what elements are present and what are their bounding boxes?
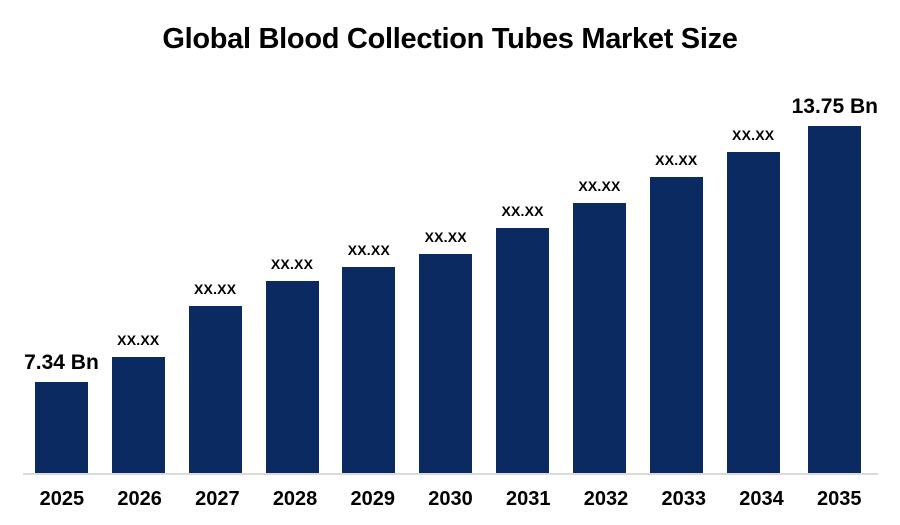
bar [111, 357, 165, 473]
x-axis-label: 2035 [816, 488, 862, 510]
bar-column: 13.75 Bn [792, 80, 878, 473]
chart-title: Global Blood Collection Tubes Market Siz… [162, 23, 738, 55]
x-axis-label: 2025 [39, 488, 85, 510]
bar-column: XX.XX [561, 80, 638, 473]
bar-column: XX.XX [407, 80, 484, 473]
bar-value-label: XX.XX [194, 281, 237, 297]
x-axis-line [23, 473, 878, 475]
bar [808, 126, 862, 473]
bar [265, 281, 319, 473]
bar-value-label: XX.XX [347, 242, 390, 258]
bar [34, 382, 88, 473]
x-axis-label: 2029 [350, 488, 396, 510]
bar [649, 177, 703, 473]
bar-value-label: 13.75 Bn [791, 95, 878, 118]
bar-column: XX.XX [330, 80, 407, 473]
x-axis-label: 2028 [272, 488, 318, 510]
x-axis-label: 2030 [428, 488, 473, 510]
bar-value-label: XX.XX [424, 229, 467, 245]
bar-value-label: 7.34 Bn [24, 351, 99, 374]
plot-wrap: 7.34 Bn XX.XX XX.XX XX.XX XX.XX XX.XX XX.XX XX.… [23, 80, 878, 511]
bar-value-label: XX.XX [117, 332, 160, 348]
plot-area: 7.34 Bn XX.XX XX.XX XX.XX XX.XX XX.XX XX.XX XX.… [23, 80, 878, 473]
bar-column: XX.XX [484, 80, 561, 473]
bar-value-label: XX.XX [578, 178, 621, 194]
x-axis-label: 2027 [195, 488, 240, 510]
bar-value-label: XX.XX [732, 127, 775, 143]
bar-value-label: XX.XX [655, 152, 698, 168]
x-axis-label: 2034 [739, 488, 784, 510]
bar-value-label: XX.XX [501, 203, 544, 219]
bar [419, 254, 473, 473]
bar-column: XX.XX [638, 80, 715, 473]
bar [726, 152, 780, 473]
bar-column: XX.XX [177, 80, 254, 473]
bar-column: 7.34 Bn [23, 80, 100, 473]
x-axis-label: 2031 [506, 488, 551, 510]
bar-column: XX.XX [254, 80, 331, 473]
bar-column: XX.XX [100, 80, 177, 473]
bar [496, 228, 550, 473]
x-axis-label: 2033 [661, 488, 706, 510]
bar [342, 267, 396, 473]
bar [188, 306, 242, 473]
x-axis-label: 2026 [117, 488, 162, 510]
bar-value-label: XX.XX [270, 256, 314, 272]
x-axis-label: 2032 [583, 488, 629, 510]
bar-column: XX.XX [715, 80, 792, 473]
bar [572, 203, 626, 473]
x-axis-labels: 2025 2026 2027 2028 2029 2030 2031 2032 2033 2034… [23, 488, 878, 511]
